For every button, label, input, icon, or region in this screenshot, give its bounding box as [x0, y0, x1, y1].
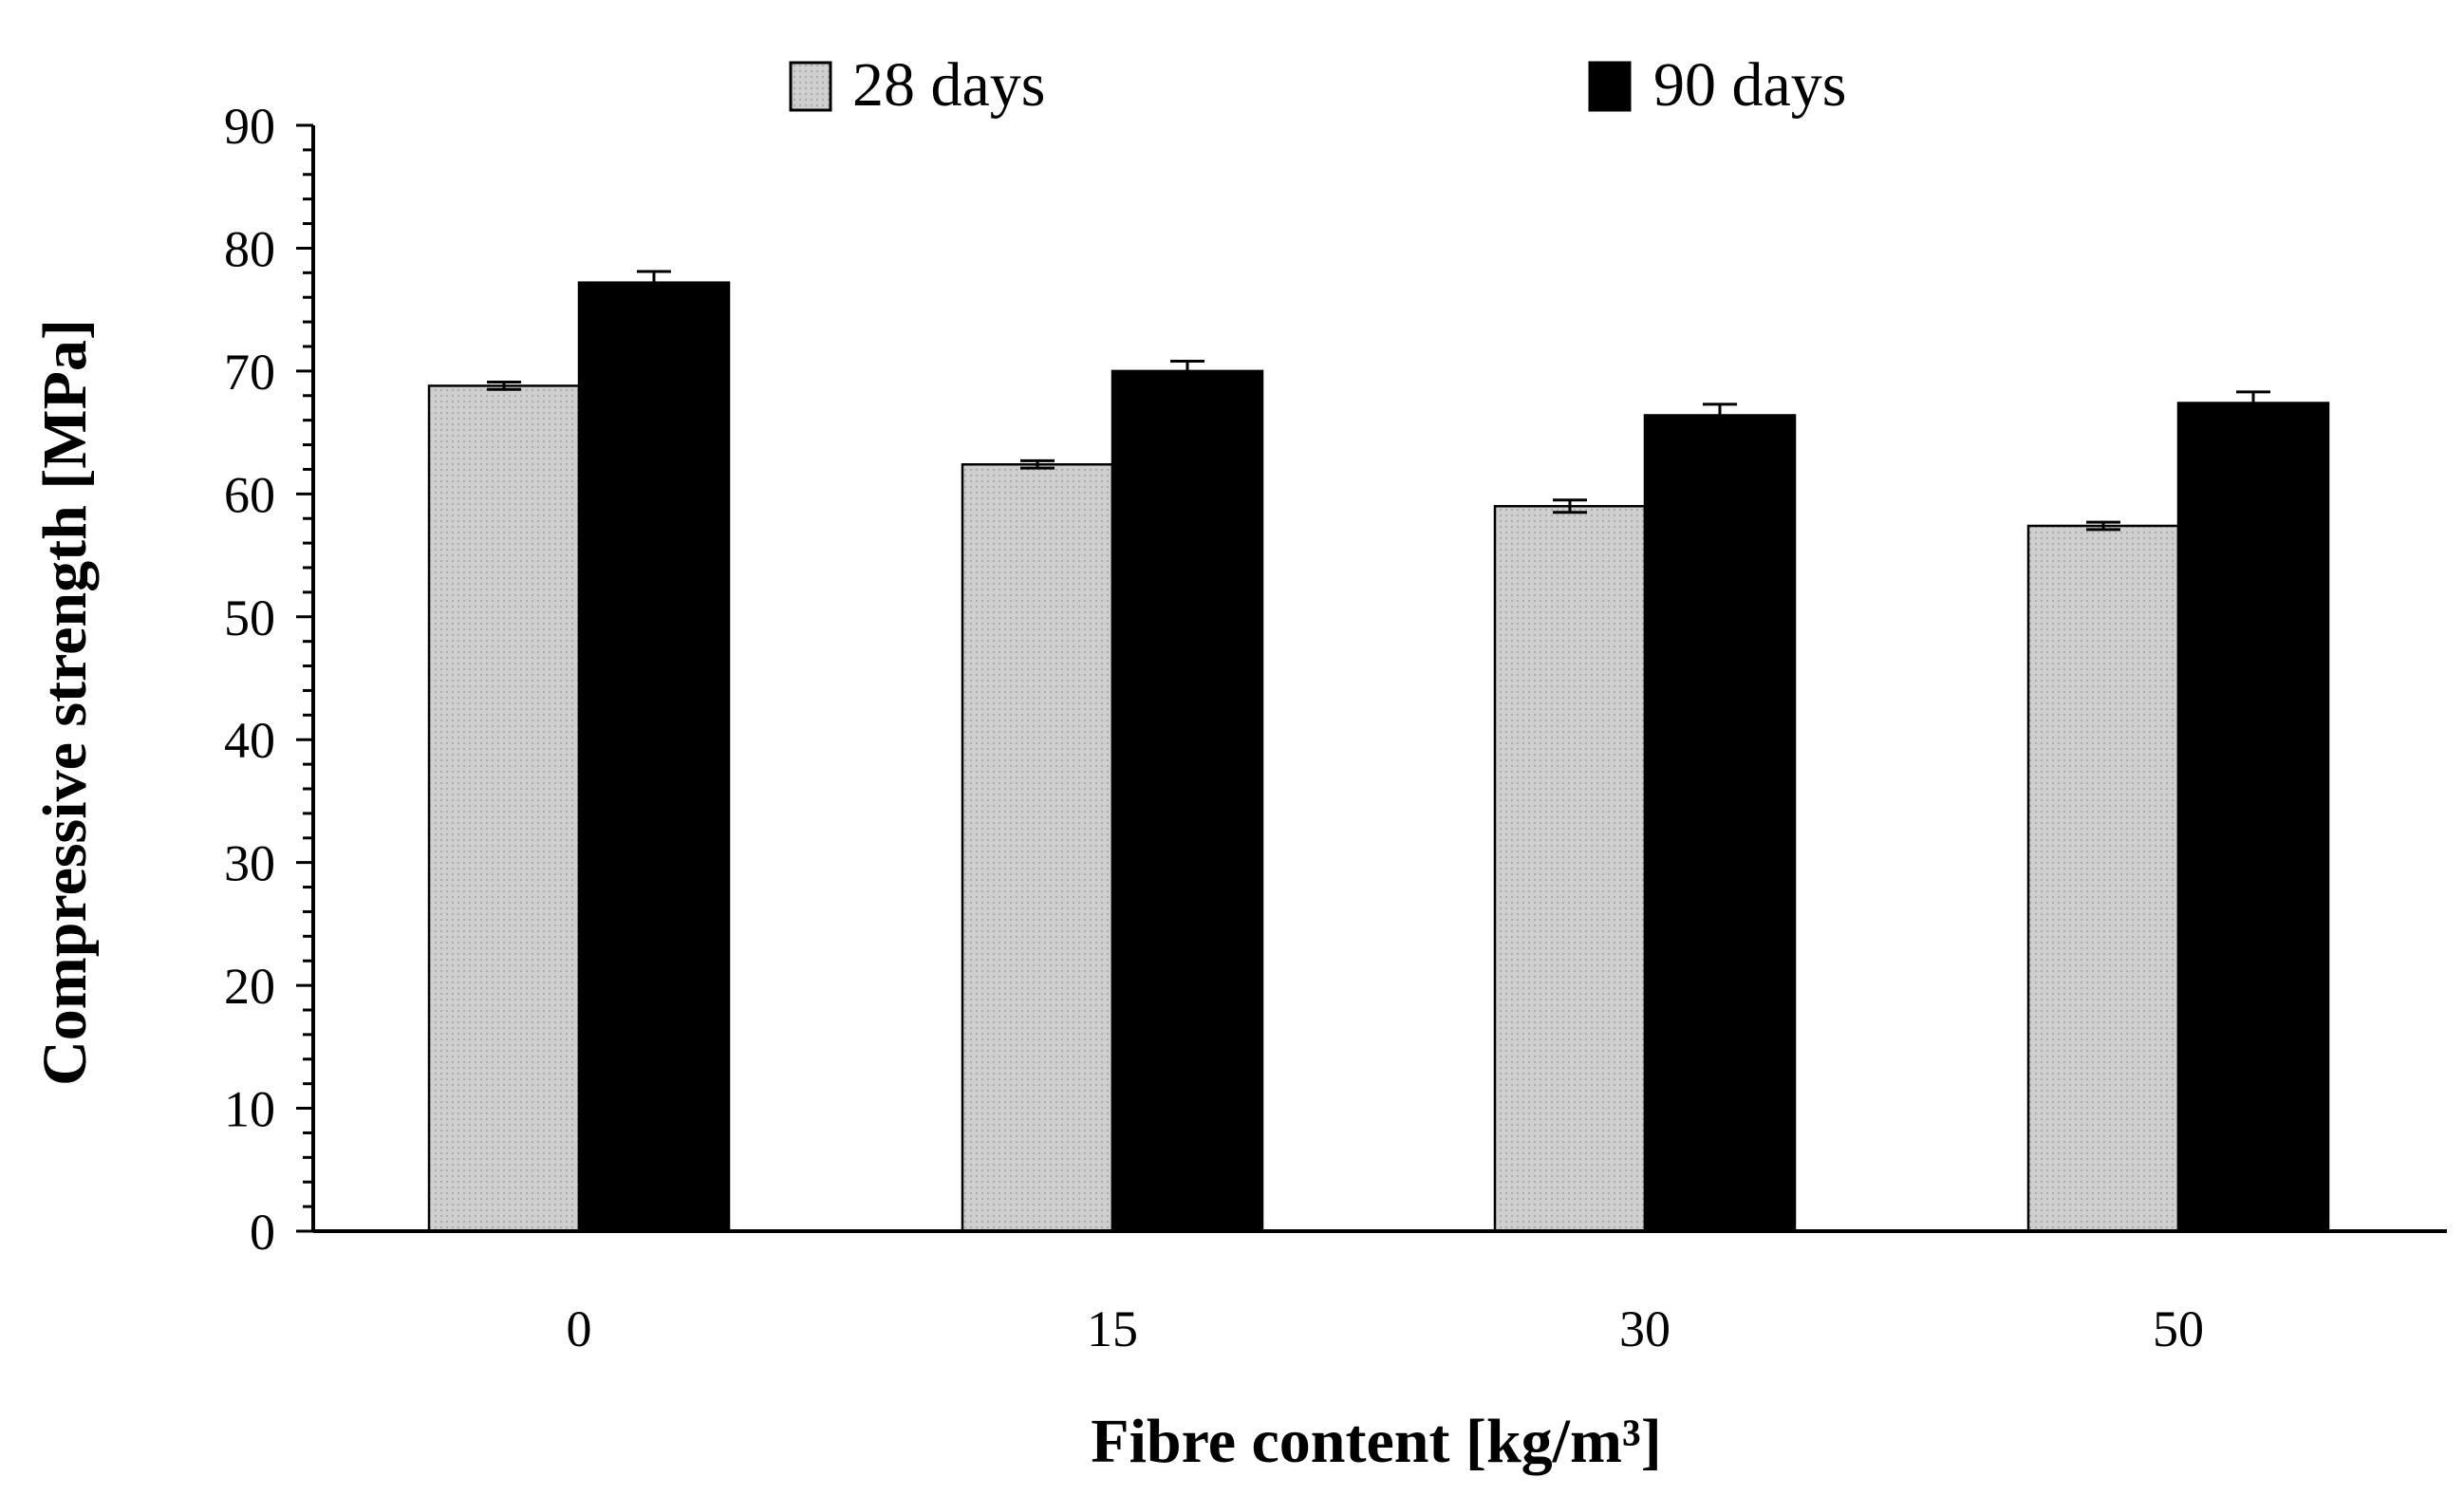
- error-bar-90-days-15: [1170, 360, 1204, 383]
- error-bar-90-days-30: [1703, 402, 1737, 428]
- legend-label-90-days: 90 days: [1653, 50, 1846, 120]
- error-bar-90-days-0: [637, 270, 671, 295]
- legend: 28 days 90 days: [789, 50, 1846, 120]
- y-tick-label: 60: [224, 466, 275, 523]
- bar-28-days-30: [1493, 505, 1647, 1233]
- bar-28-days-15: [961, 463, 1114, 1233]
- error-bar-28-days-0: [487, 381, 521, 391]
- bar-28-days-0: [427, 384, 581, 1233]
- x-axis: 0 15 30 50: [313, 1229, 2447, 1357]
- error-bar-28-days-50: [2086, 520, 2120, 532]
- y-tick-label: 40: [224, 712, 275, 769]
- x-tick-label: 15: [1087, 1300, 1138, 1357]
- x-tick-label: 0: [567, 1300, 592, 1357]
- y-tick-label: 80: [224, 220, 275, 277]
- y-tick-label: 70: [224, 344, 275, 401]
- bar-90-days-15: [1111, 369, 1264, 1233]
- bar-28-days-50: [2026, 524, 2180, 1233]
- legend-label-28-days: 28 days: [852, 50, 1045, 120]
- x-tick-label: 30: [1619, 1300, 1671, 1357]
- error-bar-28-days-30: [1553, 498, 1587, 514]
- x-axis-title: Fibre content [kg/m³]: [1091, 1407, 1661, 1476]
- y-tick-label: 90: [224, 98, 275, 155]
- bar-90-days-0: [577, 281, 731, 1233]
- error-bar-90-days-50: [2236, 390, 2270, 416]
- y-tick-label: 50: [224, 589, 275, 646]
- y-tick-label: 20: [224, 958, 275, 1015]
- y-tick-label: 30: [224, 835, 275, 892]
- bar-90-days-30: [1643, 414, 1797, 1233]
- y-tick-label: 0: [250, 1204, 275, 1261]
- x-tick-label: 50: [2153, 1300, 2204, 1357]
- y-axis-title: Compressive strength [MPa]: [30, 319, 100, 1086]
- legend-swatch-90-days: [1588, 61, 1632, 112]
- plot-area: [427, 270, 2330, 1233]
- error-bar-28-days-15: [1020, 458, 1055, 470]
- y-tick-label: 10: [224, 1081, 275, 1138]
- bar-90-days-50: [2176, 402, 2330, 1233]
- legend-swatch-28-days: [789, 61, 832, 112]
- y-axis: 0 10 20 30 40 50 60 70 80 90: [224, 98, 315, 1261]
